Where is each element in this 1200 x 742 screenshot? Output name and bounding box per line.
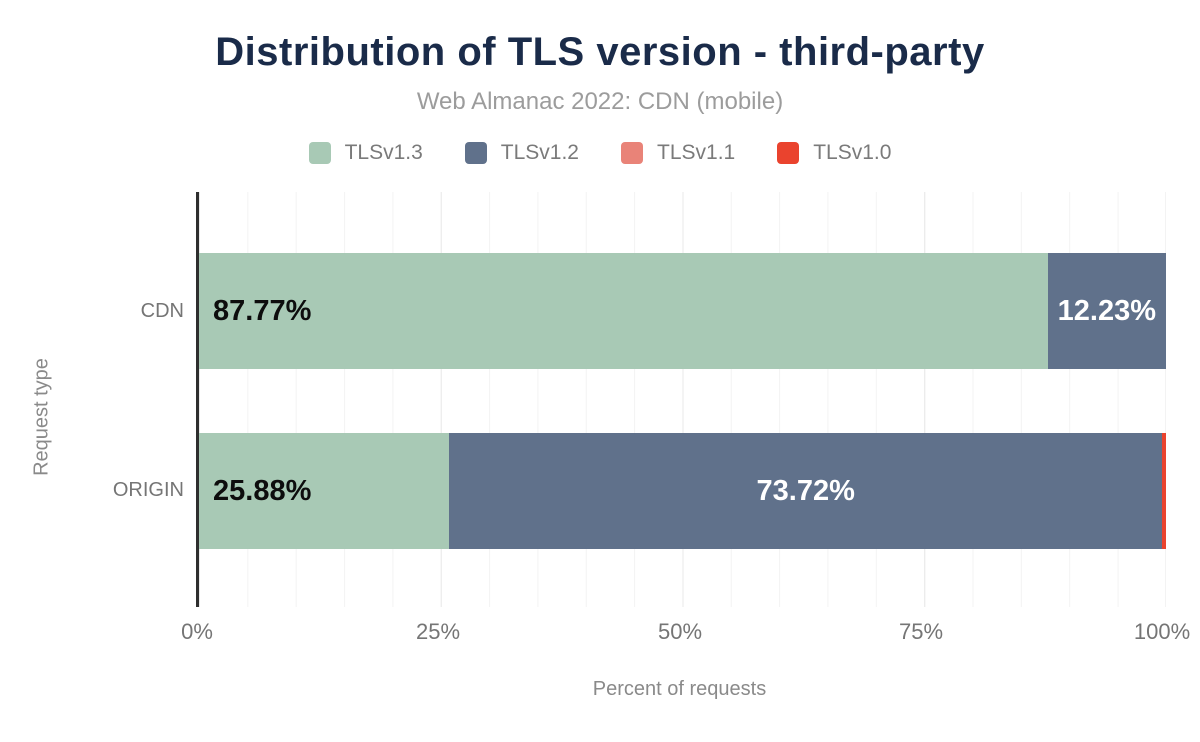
legend-item-tlsv1.0[interactable]: TLSv1.0 [777,141,891,165]
x-axis-title: Percent of requests [592,678,767,700]
legend-label: TLSv1.3 [344,141,423,164]
y-category-label-cdn: CDN [140,300,184,322]
bar-segment-origin-tlsv1.2[interactable]: 73.72% [449,433,1163,549]
legend-item-tlsv1.2[interactable]: TLSv1.2 [464,141,579,165]
legend-swatch [308,142,331,164]
x-axis-tick-0: 0% [181,619,213,644]
bar-row-origin: 25.88% 73.72% [199,433,1166,549]
legend-item-tlsv1.3[interactable]: TLSv1.3 [308,141,423,165]
x-axis-tick-25: 25% [415,619,461,644]
chart-subtitle: Web Almanac 2022: CDN (mobile) [416,88,784,115]
y-category-label-origin: ORIGIN [112,479,184,501]
legend-item-tlsv1.1[interactable]: TLSv1.1 [621,141,735,165]
chart-title: Distribution of TLS version - third-part… [215,30,985,74]
legend-label: TLSv1.2 [500,141,579,164]
legend-swatch [464,142,487,164]
legend-label: TLSv1.0 [813,141,892,164]
x-axis-tick-75: 75% [898,619,944,644]
legend-swatch [777,142,800,164]
plot-area: 87.77% 12.23% 25.88% 73.72% [196,192,1166,607]
legend-label: TLSv1.1 [657,141,736,164]
bar-segment-cdn-tlsv1.3[interactable]: 87.77% [199,253,1048,369]
bar-value-label: 25.88% [213,474,312,507]
bar-value-label: 73.72% [756,474,855,507]
bar-segment-origin-tlsv1.0[interactable] [1162,433,1166,549]
legend: TLSv1.3 TLSv1.2 TLSv1.1 TLSv1.0 [0,141,1200,165]
bar-value-label: 87.77% [213,294,312,327]
bar-segment-cdn-tlsv1.2[interactable]: 12.23% [1047,253,1166,369]
bar-row-cdn: 87.77% 12.23% [199,253,1166,369]
legend-swatch [621,142,643,164]
bar-segment-origin-tlsv1.3[interactable]: 25.88% [199,433,450,549]
x-axis-tick-50: 50% [657,619,703,644]
x-axis-tick-100: 100% [1133,619,1191,644]
bar-value-label: 12.23% [1057,294,1157,327]
y-axis-title: Request type [30,358,53,476]
